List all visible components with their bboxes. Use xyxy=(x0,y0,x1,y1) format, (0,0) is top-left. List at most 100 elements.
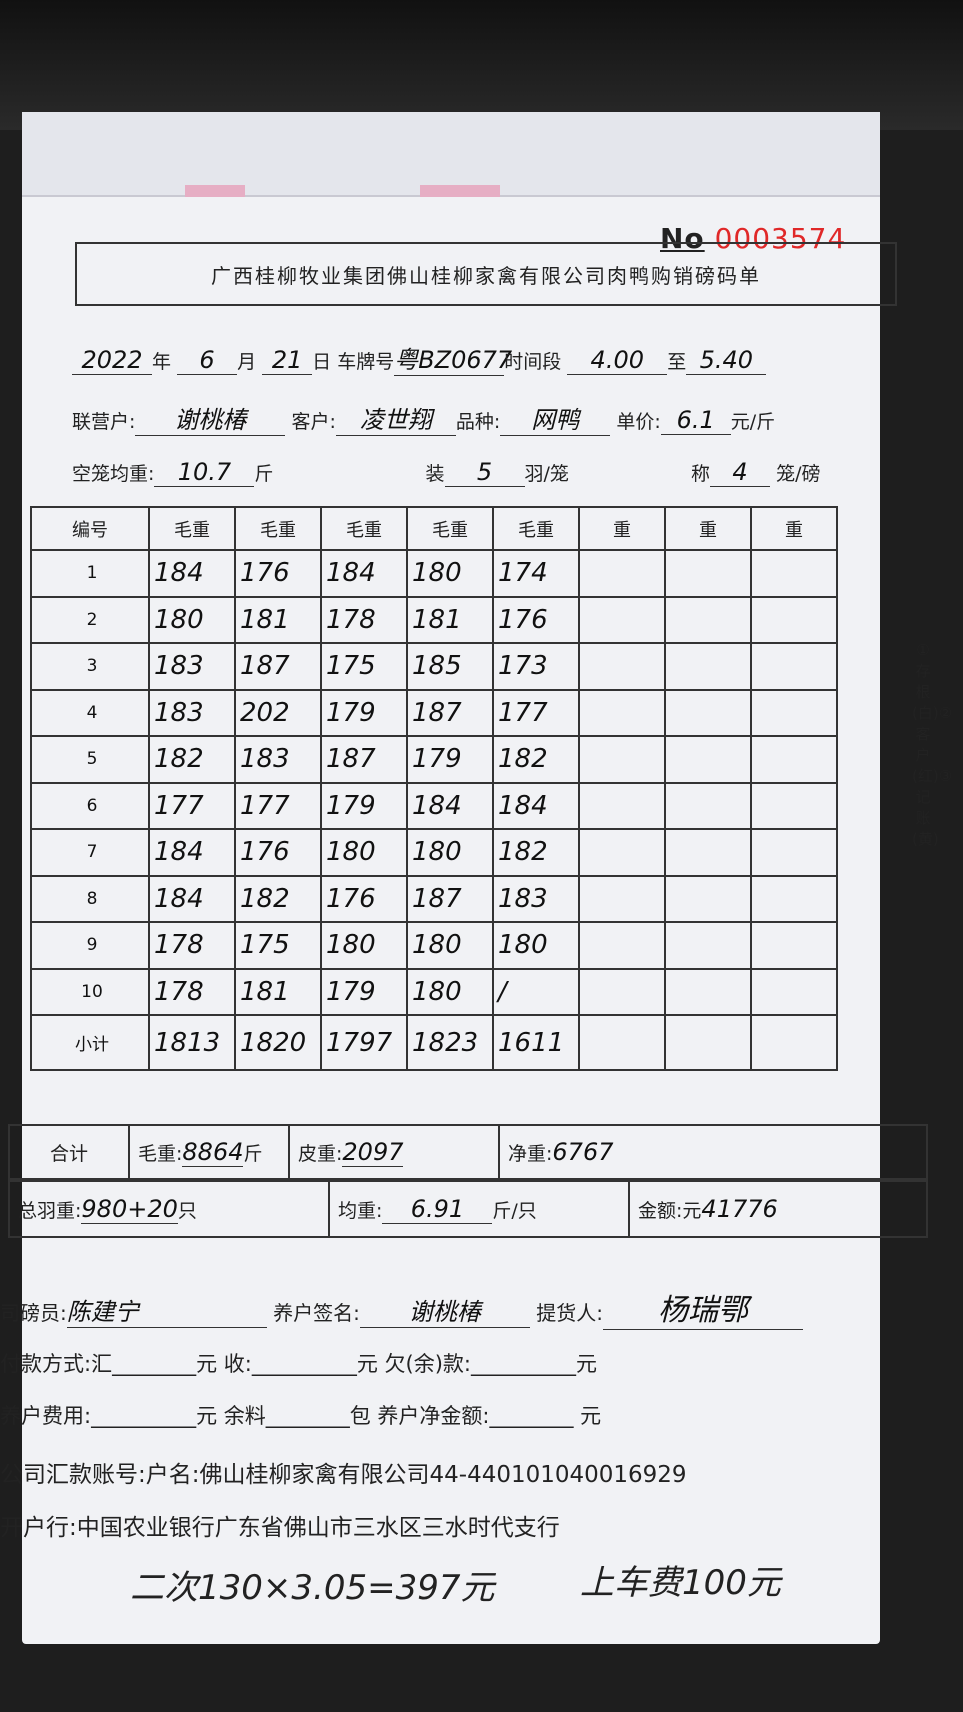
column-header: 编号 xyxy=(30,506,150,551)
subtotal-cell: 1823 xyxy=(406,1014,494,1071)
time-to: 5.40 xyxy=(686,346,767,375)
fees-row: 养户费用:__________元 余料________包 养户净金额:_____… xyxy=(0,1404,602,1428)
weight-cell: 184 xyxy=(148,828,236,877)
weight-cell: 181 xyxy=(234,967,322,1016)
pink-sheet-edge xyxy=(420,185,500,197)
subtotal-cell xyxy=(750,1014,838,1071)
label: 空笼均重: xyxy=(72,463,155,485)
weight-cell: 175 xyxy=(234,921,322,970)
weight-cell: 180 xyxy=(320,828,408,877)
weight-cell: 175 xyxy=(320,642,408,691)
row-number: 1 xyxy=(30,549,150,598)
month: 6 xyxy=(177,346,238,375)
weight-cell: 179 xyxy=(406,735,494,784)
table-row: 2 180 181 178 181 176 xyxy=(30,595,838,644)
subtotal-cell xyxy=(664,1014,752,1071)
column-header: 毛重 xyxy=(148,506,236,551)
form-title: 广西桂柳牧业集团佛山桂柳家禽有限公司肉鸭购销磅码单 xyxy=(75,242,897,306)
label: 斤 xyxy=(243,1142,263,1165)
weight-cell: 180 xyxy=(492,921,580,970)
weight-cell xyxy=(750,595,838,644)
weight-cell xyxy=(664,828,752,877)
weight-cell: 180 xyxy=(406,828,494,877)
payment-row: 付款方式:汇________元 收:__________元 欠(余)款:____… xyxy=(0,1352,597,1376)
table-row: 9 178 175 180 180 180 xyxy=(30,921,838,970)
handwritten-note: 上车费100元 xyxy=(580,1563,781,1603)
label: 羽/笼 xyxy=(524,463,569,485)
weight-cell: 177 xyxy=(148,781,236,830)
label: 时间段 xyxy=(504,351,562,373)
weight-cell: 185 xyxy=(406,642,494,691)
subtotal-cell xyxy=(578,1014,666,1071)
label: 车牌号 xyxy=(337,351,395,373)
label: 养户签名: xyxy=(273,1301,360,1325)
price: 6.1 xyxy=(660,406,731,435)
tare-weight: 2097 xyxy=(342,1137,404,1167)
weight-cell: 181 xyxy=(406,595,494,644)
day: 21 xyxy=(262,346,313,375)
column-header: 毛重 xyxy=(320,506,408,551)
weight-cell: 183 xyxy=(148,688,236,737)
row-number: 6 xyxy=(30,781,150,830)
weight-cell xyxy=(664,921,752,970)
row-number: 9 xyxy=(30,921,150,970)
weight-cell: 184 xyxy=(148,874,236,923)
weight-cell xyxy=(578,921,666,970)
weight-cell: 184 xyxy=(492,781,580,830)
weight-cell: 183 xyxy=(492,874,580,923)
weight-cell: 184 xyxy=(406,781,494,830)
label: 斤/只 xyxy=(492,1199,537,1222)
weight-cell: 176 xyxy=(320,874,408,923)
weight-cell xyxy=(664,735,752,784)
weight-cell: 187 xyxy=(406,874,494,923)
table-row: 3 183 187 175 185 173 xyxy=(30,642,838,691)
column-header: 毛重 xyxy=(492,506,580,551)
pickup-signature: 杨瑞鄂 xyxy=(602,1285,803,1330)
weight-cell: 177 xyxy=(234,781,322,830)
total-row: 合计 毛重: 8864 斤 皮重: 2097 净重: 6767 xyxy=(8,1124,928,1180)
column-header: 重 xyxy=(578,506,666,551)
weight-cell: 180 xyxy=(406,921,494,970)
label: 月 xyxy=(237,351,257,373)
weight-cell: 179 xyxy=(320,967,408,1016)
label: 客户: xyxy=(291,411,336,433)
weight-cell xyxy=(664,967,752,1016)
weight-cell: 180 xyxy=(406,549,494,598)
label: 元 xyxy=(682,1199,702,1222)
table-row: 10 178 181 179 180/ xyxy=(30,967,838,1016)
label: 净重: xyxy=(508,1142,553,1165)
breed: 网鸭 xyxy=(500,400,611,436)
info-row: 联营户: 谢桃椿 客户: 凌世翔 品种: 网鸭 单价: 6.1 元/斤 xyxy=(72,400,775,436)
weight-cell xyxy=(664,781,752,830)
weight-cell: 187 xyxy=(406,688,494,737)
weight-cell xyxy=(664,549,752,598)
weight-cell: / xyxy=(492,967,580,1016)
weight-cell: 182 xyxy=(492,735,580,784)
weight-cell: 178 xyxy=(148,921,236,970)
subtotal-label: 小计 xyxy=(30,1014,150,1071)
label: 总羽重: xyxy=(18,1199,82,1222)
account-row: 公司汇款账号:户名:佛山桂柳家禽有限公司44-440101040016929 xyxy=(0,1462,687,1488)
net-weight: 6767 xyxy=(552,1138,614,1166)
weight-cell: 182 xyxy=(492,828,580,877)
label: 单价: xyxy=(616,411,661,433)
pad-binding xyxy=(22,112,880,197)
row-number: 10 xyxy=(30,967,150,1016)
weight-cell: 181 xyxy=(234,595,322,644)
weigh: 4 xyxy=(710,458,771,487)
weight-cell: 180 xyxy=(406,967,494,1016)
table-row: 5 182 183 187 179 182 xyxy=(30,735,838,784)
weight-cell: 179 xyxy=(320,781,408,830)
label: 至 xyxy=(667,351,687,373)
weight-cell xyxy=(578,874,666,923)
background xyxy=(0,0,963,130)
weight-cell xyxy=(578,595,666,644)
signature-row: 司磅员:陈建宁 养户签名: 谢桃椿 提货人: 杨瑞鄂 xyxy=(0,1285,803,1330)
bird-count: 980+20 xyxy=(81,1194,178,1224)
weight-cell: 183 xyxy=(234,735,322,784)
weight-cell: 182 xyxy=(148,735,236,784)
column-header: 毛重 xyxy=(234,506,322,551)
weight-cell: 182 xyxy=(234,874,322,923)
row-number: 7 xyxy=(30,828,150,877)
